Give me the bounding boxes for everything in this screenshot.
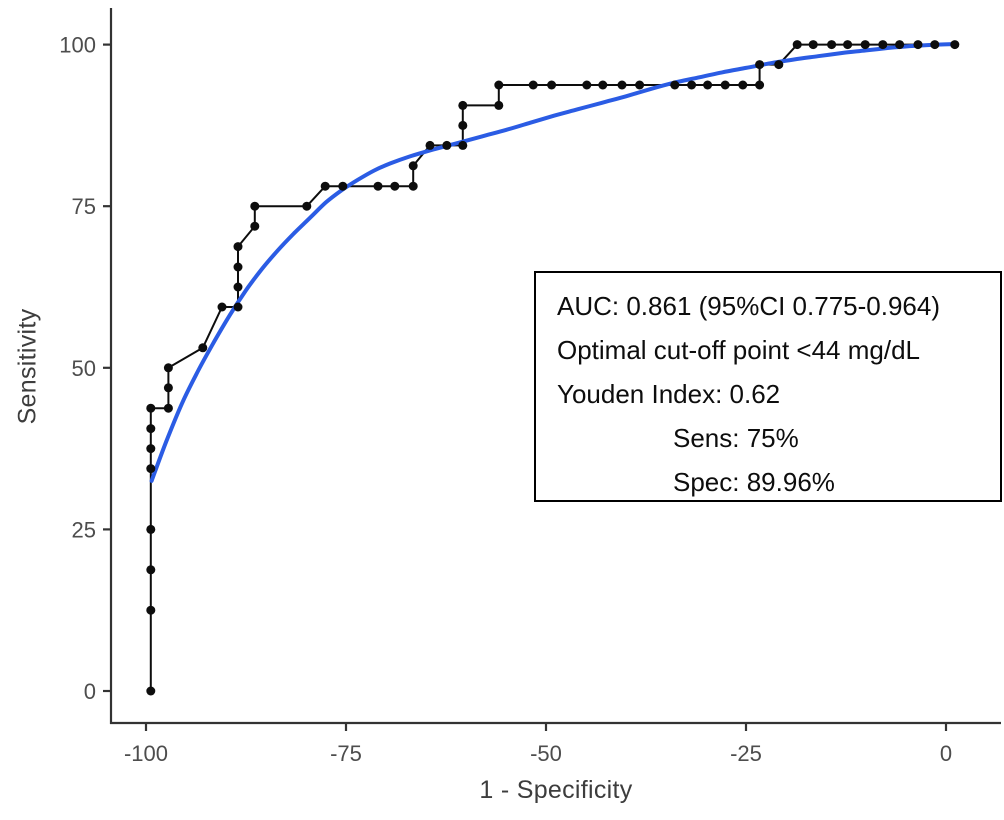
roc-point — [146, 403, 156, 413]
roc-point — [703, 80, 713, 90]
roc-point — [408, 161, 418, 171]
roc-point — [146, 565, 156, 575]
roc-point — [827, 40, 837, 50]
annotation-youden: Youden Index: 0.62 — [557, 379, 781, 409]
roc-point — [528, 80, 538, 90]
annotation-cutoff: Optimal cut-off point <44 mg/dL — [557, 335, 920, 365]
roc-point — [163, 363, 173, 373]
roc-point — [458, 140, 468, 150]
roc-point — [670, 80, 680, 90]
roc-point — [338, 181, 348, 191]
annotation-specificity: Spec: 89.96% — [673, 467, 835, 497]
roc-point — [720, 80, 730, 90]
y-tick-label: 75 — [72, 194, 96, 219]
roc-point — [808, 40, 818, 50]
roc-point — [494, 100, 504, 110]
roc-point — [458, 120, 468, 130]
x-tick-label: -75 — [330, 741, 362, 766]
roc-point — [250, 221, 260, 231]
annotation-sensitivity: Sens: 75% — [673, 423, 799, 453]
y-tick-label: 100 — [59, 33, 96, 58]
roc-point — [687, 80, 697, 90]
roc-point — [860, 40, 870, 50]
roc-point — [458, 100, 468, 110]
roc-point — [635, 80, 645, 90]
roc-point — [425, 140, 435, 150]
roc-point — [320, 181, 330, 191]
roc-point — [738, 80, 748, 90]
x-tick-label: -50 — [530, 741, 562, 766]
roc-point — [913, 40, 923, 50]
roc-point — [598, 80, 608, 90]
roc-point — [146, 605, 156, 615]
roc-point — [146, 424, 156, 434]
roc-point — [930, 40, 940, 50]
smoothed-roc-curve — [149, 42, 959, 483]
roc-point — [233, 262, 243, 272]
x-axis-title: 1 - Specificity — [479, 776, 633, 804]
x-tick-label: -25 — [730, 741, 762, 766]
roc-point — [792, 40, 802, 50]
roc-point — [755, 60, 765, 70]
roc-point — [233, 242, 243, 252]
roc-point — [146, 464, 156, 474]
roc-point — [233, 282, 243, 292]
x-tick-label: 0 — [940, 741, 952, 766]
roc-point — [146, 444, 156, 454]
roc-point — [408, 181, 418, 191]
roc-point — [878, 40, 888, 50]
roc-point — [233, 302, 243, 312]
roc-point — [582, 80, 592, 90]
roc-point — [163, 383, 173, 393]
roc-point — [390, 181, 400, 191]
y-tick-label: 25 — [72, 517, 96, 542]
roc-point — [217, 302, 227, 312]
roc-point — [198, 343, 208, 353]
roc-point — [774, 60, 784, 70]
roc-point — [950, 40, 960, 50]
x-tick-label: -100 — [124, 741, 168, 766]
roc-point — [146, 524, 156, 534]
annotation-auc: AUC: 0.861 (95%CI 0.775-0.964) — [557, 291, 940, 321]
roc-point — [494, 80, 504, 90]
roc-point — [843, 40, 853, 50]
y-tick-label: 50 — [72, 356, 96, 381]
roc-point — [442, 140, 452, 150]
roc-point — [250, 201, 260, 211]
annotation-box: AUC: 0.861 (95%CI 0.775-0.964) Optimal c… — [534, 271, 1002, 502]
roc-point — [373, 181, 383, 191]
y-axis-title: Sensitivity — [13, 308, 42, 425]
roc-point — [163, 403, 173, 413]
roc-point — [617, 80, 627, 90]
y-tick-label: 0 — [84, 679, 96, 704]
roc-point — [547, 80, 557, 90]
roc-point — [755, 80, 765, 90]
roc-point — [895, 40, 905, 50]
roc-point — [146, 686, 156, 696]
roc-point — [302, 201, 312, 211]
